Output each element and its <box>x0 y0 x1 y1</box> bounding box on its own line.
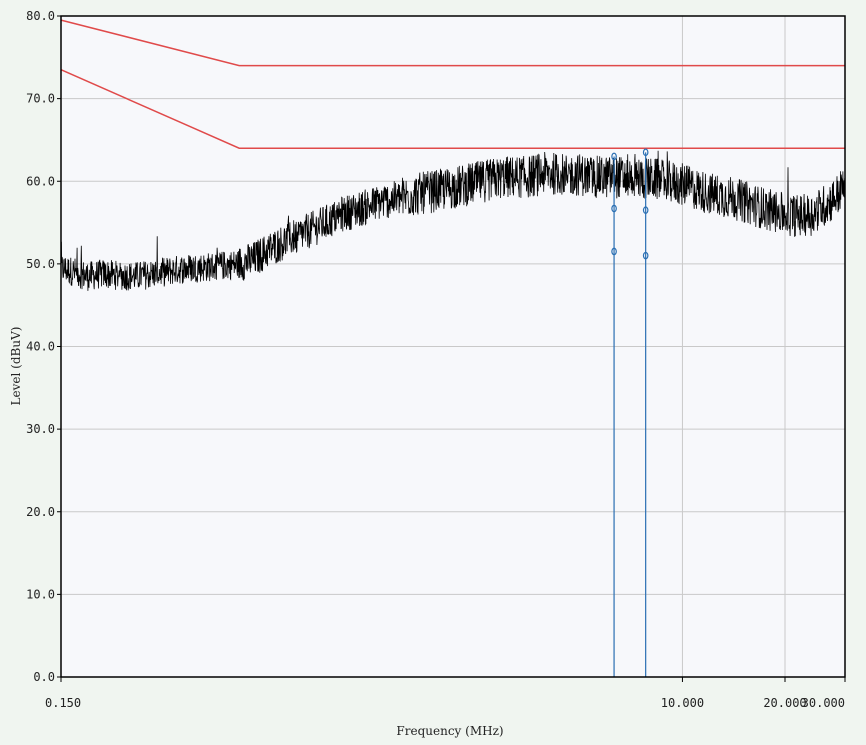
y-tick-label: 80.0 <box>26 9 55 23</box>
y-tick-label: 60.0 <box>26 174 55 188</box>
limit-line <box>60 19 845 67</box>
y-tick-label: 0.0 <box>33 670 55 684</box>
marker-point <box>611 204 617 213</box>
y-tick-labels: 0.0 10.0 20.0 30.0 40.0 50.0 60.0 70.0 80.0 <box>26 9 55 684</box>
y-tick-label: 40.0 <box>26 340 55 354</box>
marker-point <box>642 251 649 260</box>
y-tick-label: 10.0 <box>26 587 55 601</box>
marker-point <box>611 247 617 256</box>
y-tick-label: 70.0 <box>26 92 55 106</box>
x-axis-label: Frequency (MHz) <box>396 724 503 738</box>
marker-point <box>611 152 617 161</box>
x-tick-label: 30.000 <box>802 696 845 710</box>
marker-point <box>642 148 649 157</box>
x-tick-label: 0.150 <box>45 696 81 710</box>
x-tick-label: 10.000 <box>661 696 704 710</box>
axes <box>57 15 846 682</box>
y-tick-label: 20.0 <box>26 505 55 519</box>
y-tick-label: 30.0 <box>26 422 55 436</box>
marker-lines <box>611 148 649 677</box>
measurement-trace <box>60 150 846 291</box>
limit-lines <box>60 19 845 149</box>
y-tick-label: 50.0 <box>26 257 55 271</box>
y-axis-label: Level (dBuV) <box>9 327 23 406</box>
x-tick-label: 20.000 <box>763 696 806 710</box>
measurement-trace-group <box>60 150 846 291</box>
limit-line <box>60 69 845 149</box>
marker-point <box>642 206 649 214</box>
